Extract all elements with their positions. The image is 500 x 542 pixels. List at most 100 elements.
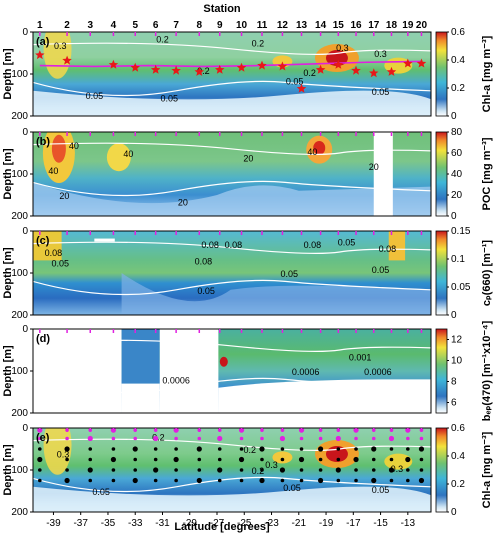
colorbar-tick-label: 0.6 [451, 27, 465, 38]
no-data-gap [373, 132, 393, 216]
sample-point [174, 436, 178, 441]
contour-label: 0.05 [372, 265, 390, 275]
y-tick-label: 100 [11, 268, 28, 279]
contour-label: 0.001 [349, 353, 372, 363]
sample-point [298, 456, 305, 463]
x-tick-label: -17 [346, 518, 361, 529]
panel-label: (d) [36, 333, 50, 345]
panel-a: 0.30.2 0.20.30.30.2 0.20.05 0.050.050.05(a)… [2, 27, 493, 122]
station-label-4: 4 [111, 20, 117, 31]
sample-point [260, 468, 264, 472]
panel-label: (a) [36, 36, 50, 48]
sample-point [280, 478, 285, 483]
colorbar-tick-label: 0.05 [451, 282, 471, 293]
sample-point [217, 478, 222, 483]
sample-point [153, 457, 158, 462]
y-tick-label: 200 [11, 211, 28, 222]
sample-point [279, 435, 286, 442]
contour-label: 0.05 [197, 286, 215, 296]
station-label-16: 16 [350, 20, 362, 31]
sample-point [419, 436, 424, 441]
dcm-star-marker [150, 64, 161, 74]
high-poc-core [51, 134, 66, 163]
low-cp-region [121, 273, 431, 315]
panel-label: (c) [36, 235, 50, 247]
contour-label: 0.05 [51, 259, 69, 269]
sample-point [299, 478, 304, 483]
sample-point [406, 478, 410, 483]
station-label-3: 3 [87, 20, 93, 31]
station-label-13: 13 [296, 20, 308, 31]
contour-line [33, 279, 431, 296]
high-poc-core [313, 140, 326, 155]
sample-point [133, 436, 138, 441]
contour-line [33, 180, 431, 197]
contour-label: 40 [307, 147, 317, 157]
y-tick-label: 100 [11, 366, 28, 377]
sample-point [371, 446, 377, 452]
panel-d: 0.001 0.0006 0.0006 0.0006 (d) 0 100 200 Depth [… [2, 320, 493, 421]
contour-label: 0.05 [338, 238, 356, 248]
sample-point [239, 436, 244, 441]
sample-point [336, 457, 341, 462]
colorbar-tick-label: 20 [451, 190, 463, 201]
colorbar-tick-label: 0 [451, 111, 457, 122]
sample-point [197, 436, 202, 441]
contour-line [33, 142, 431, 155]
sample-point [217, 457, 222, 462]
y-axis-label: Depth [m] [2, 345, 14, 397]
colorbar-tick-label: 8 [451, 377, 457, 388]
sample-point [388, 467, 395, 473]
sample-point [406, 468, 410, 472]
sample-point [173, 456, 179, 463]
x-tick-label: -33 [128, 518, 143, 529]
high-chl-patch [384, 453, 413, 470]
station-label-18: 18 [386, 20, 398, 31]
contour-label: 0.2 [156, 35, 169, 45]
dcm-star-marker [130, 62, 140, 72]
dcm-star-marker [194, 66, 204, 76]
contour-label: 0.05 [280, 269, 298, 279]
sample-point [259, 446, 265, 452]
y-tick-label: 200 [11, 310, 28, 321]
sample-point [406, 436, 410, 441]
sample-point [280, 447, 285, 451]
dcm-star-marker [108, 59, 119, 69]
contour-label: 0.0006 [364, 367, 392, 377]
station-label-6: 6 [153, 20, 159, 31]
contour-line [33, 339, 431, 352]
colorbar [435, 131, 448, 217]
sample-point [217, 447, 222, 451]
colorbar-tick-label: 0.2 [451, 83, 465, 94]
sample-point [174, 478, 178, 483]
colorbar-tick-label: 10 [451, 356, 463, 367]
station-label-15: 15 [333, 20, 345, 31]
dcm-star-marker [386, 66, 397, 76]
sample-point [217, 435, 223, 442]
station-label-5: 5 [132, 20, 138, 31]
station-label-9: 9 [217, 20, 223, 31]
y-tick-label: 100 [11, 169, 28, 180]
sample-point [239, 468, 244, 472]
contour-line [33, 377, 431, 394]
no-data-region [121, 383, 160, 413]
x-tick-label: -25 [237, 518, 252, 529]
colorbar-tick-label: 60 [451, 148, 463, 159]
contour-label: 0.08 [304, 240, 322, 250]
station-labels: 1 2 3 4 5 6 7 8 9 10 11 12 13 14 15 16 17 18 19 20 [37, 20, 427, 31]
colorbar-tick-label: 0.15 [451, 226, 471, 237]
contour-label: 0.05 [283, 483, 301, 493]
contour-label: 0.3 [336, 43, 349, 53]
station-label-2: 2 [64, 20, 70, 31]
sample-point [336, 478, 341, 483]
sample-point [317, 446, 324, 452]
colorbar-label: cₚ(660) [m⁻¹] [481, 240, 493, 306]
contour-label: 40 [69, 141, 79, 151]
contour-label: 0.0006 [292, 367, 320, 377]
panel-label: (e) [36, 432, 50, 444]
dcm-star-marker [369, 68, 379, 78]
sample-point [406, 447, 410, 451]
sample-point [260, 436, 264, 441]
contour-line [33, 42, 431, 55]
colorbar [435, 427, 448, 513]
